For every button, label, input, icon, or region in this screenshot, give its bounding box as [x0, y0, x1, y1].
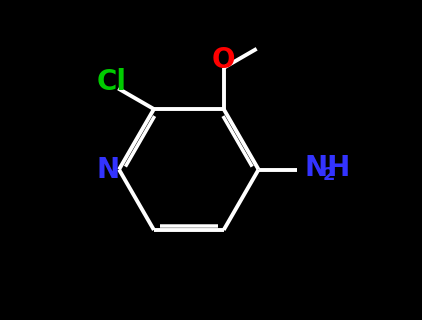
- Text: N: N: [96, 156, 119, 183]
- Text: O: O: [212, 46, 235, 74]
- Text: Cl: Cl: [96, 68, 126, 96]
- Text: 2: 2: [323, 166, 335, 184]
- Text: NH: NH: [305, 154, 351, 182]
